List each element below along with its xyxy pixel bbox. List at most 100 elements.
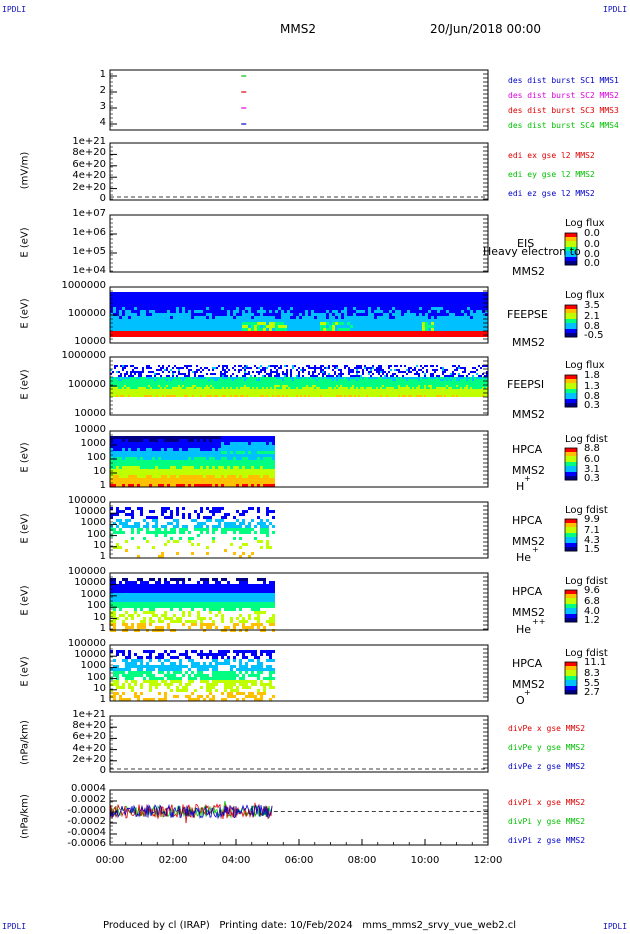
spectrogram-cell [440,310,443,313]
spectrogram-cell [244,387,246,389]
spectrogram-cell [138,387,140,389]
spectrogram-cell [176,313,179,316]
spectrogram-cell [280,367,282,369]
spectrogram-cell [394,393,396,395]
spectrogram-cell [206,472,209,475]
spectrogram-cell [359,331,362,337]
spectrogram-cell [440,395,442,397]
spectrogram-cell [146,385,148,387]
spectrogram-cell [182,454,185,457]
spectrogram-cell [126,373,128,375]
spectrogram-cell [408,377,410,379]
spectrogram-cell [348,391,350,393]
spectrogram-cell [464,301,467,304]
spectrogram-cell [420,387,422,389]
spectrogram-cell [158,383,160,385]
spectrogram-cell [188,365,190,367]
spectrogram-cell [485,298,488,301]
spectrogram-cell [137,301,140,304]
spectrogram-cell [236,301,239,304]
spectrogram-cell [365,313,368,316]
spectrogram-cell [482,313,485,316]
spectrogram-cell [227,292,230,295]
spectrogram-cell [408,381,410,383]
spectrogram-cell [137,484,140,487]
spectrogram-cell [473,331,476,337]
spectrogram-cell [286,389,288,391]
spectrogram-cell [444,389,446,391]
spectrogram-cell [185,475,188,478]
spectrogram-cell [188,383,190,385]
spectrogram-cell [458,377,460,379]
spectrogram-cell [394,369,396,371]
spectrogram-cell [308,325,311,328]
spectrogram-cell [328,373,330,375]
spectrogram-cell [460,379,462,381]
spectrogram-cell [260,377,262,379]
spectrogram-cell [458,375,460,377]
spectrogram-cell [461,316,464,319]
spectrogram-cell [116,481,119,484]
spectrogram-cell [395,313,398,316]
spectrogram-cell [245,313,248,316]
spectrogram-cell [230,331,233,337]
spectrogram-cell [408,393,410,395]
spectrogram-cell [382,389,384,391]
spectrogram-cell [344,383,346,385]
spectrogram-cell [245,301,248,304]
spectrogram-cell [188,304,191,307]
spectrogram-cell [485,316,488,319]
spectrogram-cell [292,387,294,389]
spectrogram-cell [282,377,284,379]
spectrogram-cell [464,295,467,298]
spectrogram-cell [260,292,263,295]
spectrogram-cell [382,383,384,385]
spectrogram-cell [134,301,137,304]
spectrogram-cell [407,301,410,304]
spectrogram-cell [284,295,287,298]
spectrogram-cell [188,454,191,457]
spectrogram-cell [467,301,470,304]
spectrogram-cell [338,319,341,322]
spectrogram-cell [178,385,180,387]
spectrogram-cell [290,328,293,331]
spectrogram-cell [371,325,374,328]
spectrogram-cell [392,395,394,397]
spectrogram-cell [350,385,352,387]
spectrogram-cell [398,371,400,373]
spectrogram-cell [395,292,398,295]
spectrogram-cell [203,325,206,328]
spectrogram-cell [269,310,272,313]
spectrogram-cell [228,387,230,389]
spectrogram-cell [300,381,302,383]
spectrogram-cell [149,442,152,445]
spectrogram-cell [226,375,228,377]
spectrogram-cell [152,322,155,325]
spectrogram-cell [137,316,140,319]
spectrogram-cell [420,381,422,383]
spectrogram-cell [150,395,152,397]
spectrogram-cell [452,371,454,373]
spectrogram-cell [390,369,392,371]
spectrogram-cell [162,365,164,367]
spectrogram-cell [122,313,125,316]
spectrogram-cell [436,379,438,381]
spectrogram-cell [460,389,462,391]
spectrogram-cell [161,319,164,322]
spectrogram-cell [212,381,214,383]
spectrogram-cell [128,383,130,385]
spectrogram-cell [450,381,452,383]
spectrogram-cell [353,292,356,295]
spectrogram-cell [122,391,124,393]
spectrogram-cell [130,371,132,373]
spectrogram-cell [200,316,203,319]
spectrogram-cell [452,304,455,307]
spectrogram-cell [152,442,155,445]
spectrogram-cell [242,385,244,387]
spectrogram-cell [136,385,138,387]
spectrogram-cell [137,472,140,475]
spectrogram-cell [410,325,413,328]
spectrogram-cell [438,393,440,395]
spectrogram-cell [260,379,262,381]
spectrogram-cell [317,307,320,310]
